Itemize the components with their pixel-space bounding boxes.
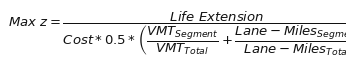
Text: $\mathit{Max\ z} = \dfrac{\mathit{Life\ Extension}}{\mathit{Cost} * 0.5 * \left(: $\mathit{Max\ z} = \dfrac{\mathit{Life\ … [8,9,346,58]
